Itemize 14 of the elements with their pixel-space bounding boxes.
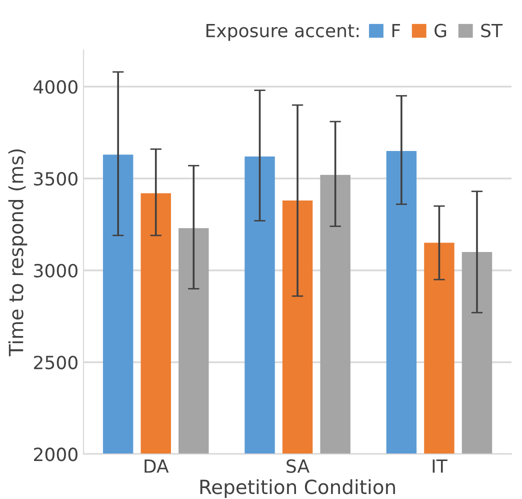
y-tick-label: 3500: [34, 172, 78, 186]
y-tick-label: 4000: [34, 80, 78, 94]
x-tick-label: SA: [286, 459, 310, 473]
y-tick-label: 2000: [34, 448, 78, 462]
x-axis-title: Repetition Condition: [200, 479, 395, 498]
legend-label: ST: [481, 24, 503, 38]
legend-label: F: [392, 24, 400, 38]
y-tick-label: 2500: [34, 356, 78, 370]
legend-label: G: [434, 24, 446, 38]
x-tick-label: DA: [144, 460, 169, 473]
y-axis-title: Time to respond (ms): [8, 149, 28, 356]
x-tick-label: IT: [432, 460, 448, 473]
y-tick-label: 3000: [34, 264, 78, 278]
legend-title: Exposure accent:: [206, 24, 359, 41]
